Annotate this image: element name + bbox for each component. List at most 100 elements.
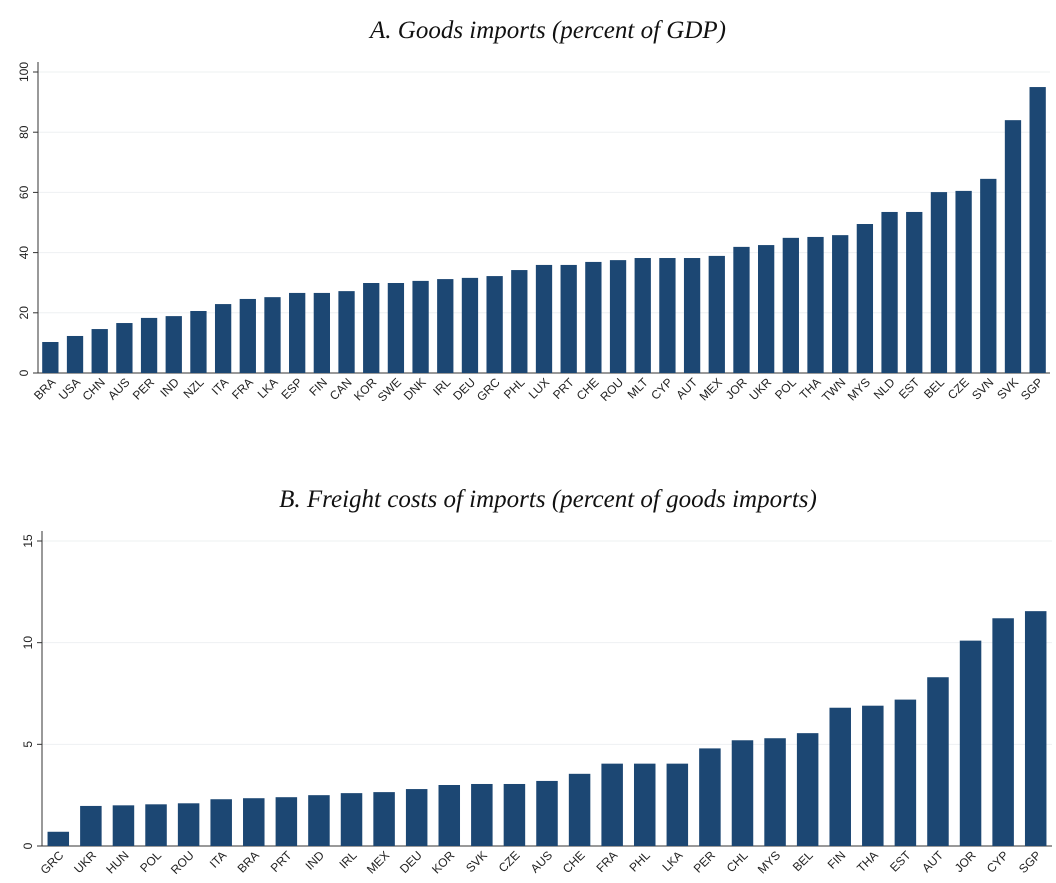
bar — [239, 298, 256, 373]
x-tick-label: NLD — [871, 375, 898, 402]
bar — [609, 260, 627, 373]
bar — [930, 192, 948, 373]
bar — [992, 618, 1014, 846]
x-tick-label: NZL — [181, 375, 207, 401]
x-tick-label: CZE — [945, 375, 972, 402]
bar — [461, 277, 479, 373]
x-tick-label: POL — [772, 375, 799, 402]
x-tick-label: MEX — [697, 375, 725, 403]
bar — [338, 291, 355, 373]
x-tick-label: IND — [303, 848, 328, 873]
x-tick-label: DEU — [450, 375, 478, 403]
x-tick-label: PHL — [626, 848, 653, 875]
y-tick-label: 0 — [21, 842, 35, 849]
x-tick-label: MYS — [755, 848, 783, 876]
bar — [363, 283, 380, 373]
bar — [906, 211, 923, 373]
x-tick-label: DNK — [401, 375, 429, 403]
bar — [190, 310, 207, 373]
y-tick-label: 40 — [17, 246, 31, 260]
x-tick-label: ITA — [209, 375, 231, 397]
y-tick-label: 60 — [17, 185, 31, 199]
x-tick-label: MYS — [845, 375, 873, 403]
bar — [666, 763, 689, 846]
x-tick-label: DEU — [397, 848, 425, 876]
x-tick-label: SVK — [463, 848, 490, 875]
bar — [708, 255, 725, 373]
x-tick-label: BEL — [790, 848, 816, 874]
x-tick-label: KOR — [429, 848, 458, 877]
x-tick-label: BEL — [921, 375, 947, 401]
bar — [112, 805, 135, 846]
x-tick-label: CHE — [574, 375, 602, 403]
x-tick-label: PER — [130, 375, 158, 403]
bar — [308, 795, 330, 846]
x-tick-label: CYP — [648, 375, 675, 402]
x-tick-label: CYP — [984, 848, 1011, 875]
bar — [980, 178, 997, 373]
bar — [471, 783, 493, 846]
bar — [796, 733, 819, 846]
x-tick-label: HUN — [103, 848, 131, 876]
bar — [511, 270, 528, 373]
bar — [782, 237, 799, 373]
bar — [412, 280, 429, 373]
bar — [275, 797, 298, 846]
bar — [832, 235, 849, 373]
bar — [927, 677, 949, 846]
x-tick-label: UKR — [746, 375, 774, 403]
x-tick-label: CHL — [724, 848, 751, 875]
x-tick-label: THA — [854, 848, 881, 875]
bar — [1029, 87, 1046, 374]
x-tick-label: ESP — [278, 375, 305, 402]
chart-title: B. Freight costs of imports (percent of … — [279, 486, 817, 513]
x-tick-label: GRC — [38, 848, 67, 877]
bar — [66, 335, 84, 373]
y-tick-label: 5 — [21, 741, 35, 748]
bar — [1004, 120, 1022, 373]
bar — [1024, 611, 1047, 846]
bar — [438, 785, 461, 846]
bar — [733, 246, 750, 373]
bar — [894, 699, 917, 846]
x-tick-label: PER — [691, 848, 719, 876]
x-tick-label: BRA — [31, 375, 58, 402]
y-tick-label: 15 — [21, 534, 35, 548]
bar — [881, 211, 898, 373]
bar — [140, 317, 158, 373]
bar — [486, 276, 503, 373]
x-tick-label: SWE — [375, 375, 404, 404]
x-tick-label: POL — [137, 848, 164, 875]
bar — [387, 283, 405, 373]
y-tick-label: 100 — [17, 62, 31, 82]
x-tick-label: FIN — [306, 375, 330, 399]
x-tick-label: LUX — [526, 375, 552, 401]
bar — [405, 789, 428, 846]
bar — [210, 799, 232, 846]
bar — [683, 258, 701, 373]
x-tick-label: TWN — [819, 375, 848, 404]
x-tick-label: CAN — [327, 375, 355, 403]
x-tick-label: ROU — [597, 375, 626, 404]
x-tick-label: PHL — [501, 375, 528, 402]
bar — [145, 804, 167, 846]
x-tick-label: UKR — [71, 848, 99, 876]
x-tick-label: AUS — [528, 848, 555, 875]
x-tick-label: EST — [887, 848, 914, 875]
x-tick-label: CZE — [496, 848, 523, 875]
x-tick-label: EST — [896, 375, 923, 402]
bar — [437, 279, 454, 373]
bar — [633, 763, 656, 846]
x-tick-label: FRA — [593, 848, 620, 875]
bar — [373, 792, 395, 846]
bar — [758, 245, 775, 373]
x-tick-label: SVK — [994, 375, 1021, 402]
x-tick-label: IND — [157, 375, 182, 400]
bar — [568, 773, 591, 846]
bar — [165, 316, 182, 373]
bar — [116, 323, 133, 373]
bar — [862, 705, 884, 846]
bar — [47, 831, 70, 846]
bar — [699, 748, 721, 846]
bar — [829, 707, 851, 846]
